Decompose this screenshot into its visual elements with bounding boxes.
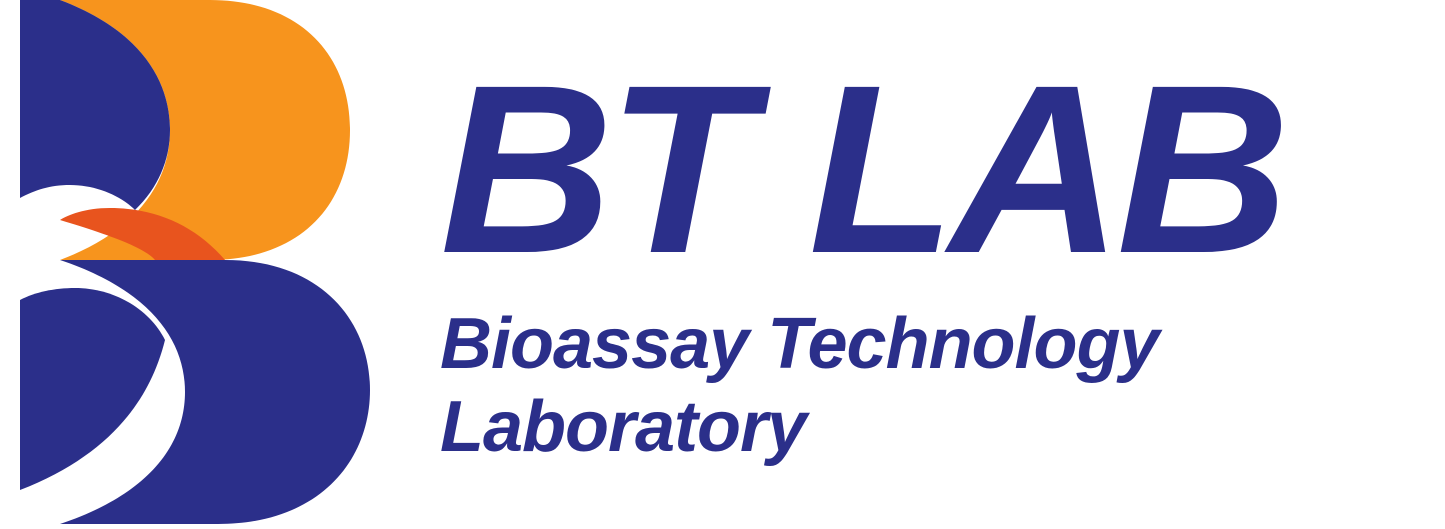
logo-subtitle-line2: Laboratory [440, 386, 1284, 469]
logo-left-hook [20, 288, 165, 490]
logo-subtitle: Bioassay Technology Laboratory [440, 303, 1284, 469]
logo-main-title: BT LAB [440, 55, 1284, 283]
logo-text-block: BT LAB Bioassay Technology Laboratory [440, 55, 1284, 469]
logo-container: BT LAB Bioassay Technology Laboratory [0, 0, 1445, 524]
logo-subtitle-line1: Bioassay Technology [440, 303, 1284, 386]
logo-mark [0, 0, 370, 524]
